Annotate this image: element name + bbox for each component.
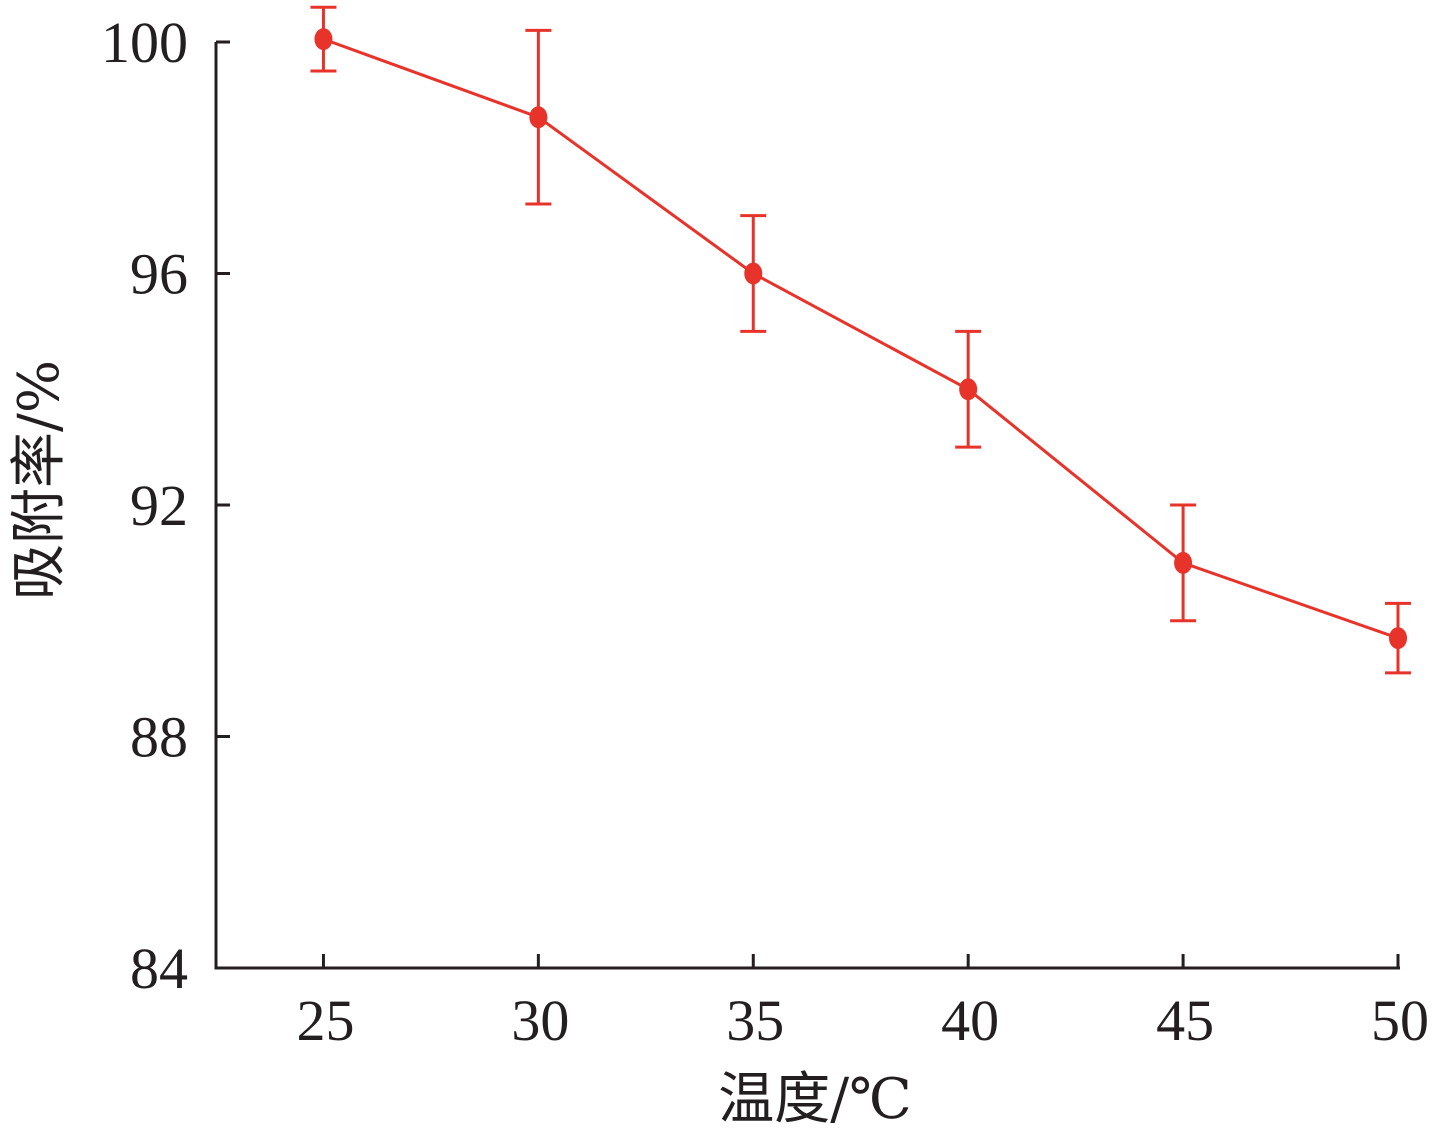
data-point bbox=[1174, 551, 1193, 574]
x-tick-label: 35 bbox=[726, 988, 784, 1053]
x-tick-label: 50 bbox=[1371, 988, 1429, 1053]
series-group bbox=[310, 5, 1411, 675]
data-point bbox=[959, 378, 978, 401]
y-tick-label: 96 bbox=[130, 242, 188, 307]
x-tick-label: 45 bbox=[1156, 988, 1214, 1053]
y-tick-label: 92 bbox=[130, 473, 188, 538]
y-tick-label: 100 bbox=[101, 10, 188, 75]
x-axis-title: 温度/℃ bbox=[718, 1067, 912, 1132]
data-point bbox=[529, 106, 548, 129]
x-ticks: 25 30 35 40 45 50 bbox=[296, 954, 1429, 1053]
x-tick-label: 30 bbox=[511, 988, 569, 1053]
y-tick-label: 84 bbox=[130, 936, 188, 1001]
data-point bbox=[744, 262, 763, 285]
x-tick-label: 25 bbox=[296, 988, 354, 1053]
y-tick-label: 88 bbox=[130, 705, 188, 770]
x-tick-label: 40 bbox=[941, 988, 999, 1053]
data-point bbox=[314, 28, 333, 51]
data-point bbox=[1389, 627, 1407, 650]
y-ticks: 84 88 92 96 100 bbox=[101, 10, 230, 1001]
series-line bbox=[322, 37, 1399, 640]
y-axis-title: 吸附率/% bbox=[7, 360, 72, 600]
axes bbox=[214, 42, 1400, 970]
